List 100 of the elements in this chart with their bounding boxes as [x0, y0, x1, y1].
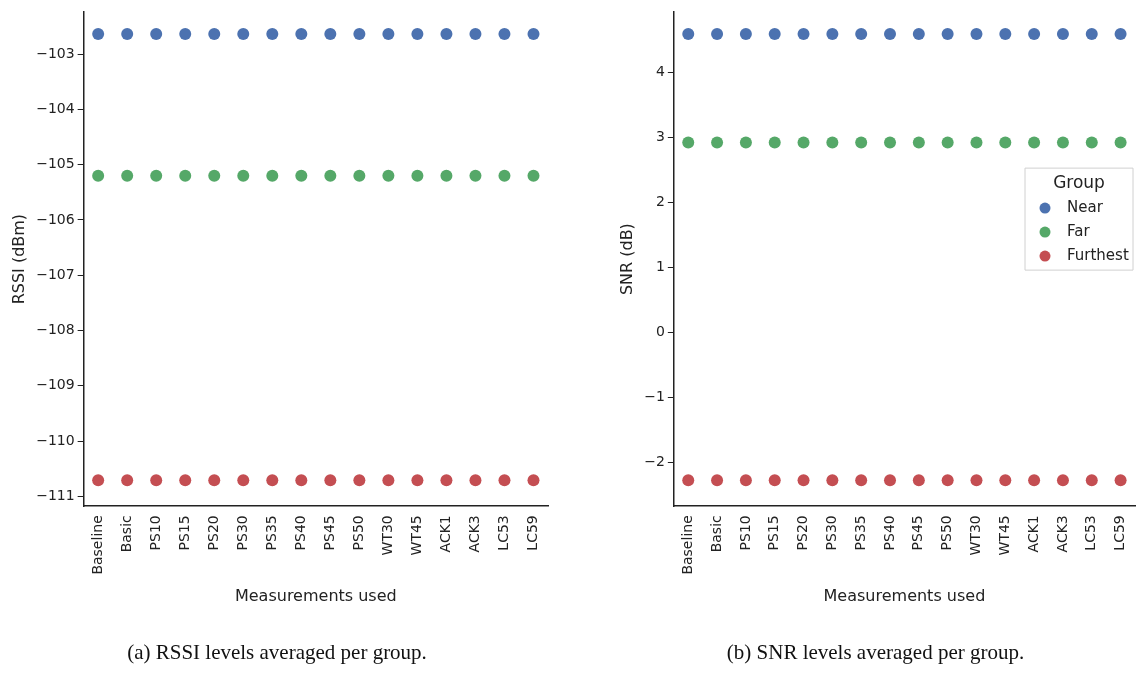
point [941, 136, 954, 149]
point [121, 474, 134, 487]
point [768, 474, 781, 487]
y-tick-label: −111 [36, 486, 75, 503]
y-axis-title: RSSI (dBm) [8, 213, 28, 305]
point [970, 136, 983, 149]
point [353, 474, 366, 487]
x-tick-label: Basic [707, 515, 724, 553]
legend-label: Near [1067, 198, 1104, 217]
point [382, 28, 395, 41]
point [121, 28, 134, 41]
point [469, 28, 482, 41]
point [208, 28, 221, 41]
point [855, 28, 868, 41]
point [739, 474, 752, 487]
y-tick-label: −110 [36, 431, 75, 448]
legend-label: Furthest [1067, 246, 1129, 265]
text: (a) RSSI levels averaged per group. [127, 639, 427, 664]
point [295, 28, 308, 41]
point [826, 136, 839, 149]
y-tick-label: 0 [655, 322, 665, 339]
x-tick-label: WT45 [995, 515, 1012, 556]
x-tick-label: PS20 [204, 515, 221, 551]
point [1056, 136, 1069, 149]
point [941, 474, 954, 487]
point [682, 136, 695, 149]
point [912, 136, 925, 149]
x-tick-label: PS35 [851, 515, 868, 551]
x-axis-title: Measurements used [823, 586, 986, 606]
point [179, 28, 192, 41]
point [1114, 136, 1127, 149]
legend-title: Group [1053, 171, 1105, 192]
point [884, 136, 897, 149]
point [739, 136, 752, 149]
point [768, 136, 781, 149]
point [682, 28, 695, 41]
point [1056, 28, 1069, 41]
y-tick-label: 3 [655, 127, 665, 144]
point [999, 136, 1012, 149]
y-tick-label: −2 [644, 452, 665, 469]
point [855, 474, 868, 487]
y-tick-label: −107 [36, 265, 75, 282]
point [92, 28, 105, 41]
point [912, 474, 925, 487]
point [527, 474, 540, 487]
point [179, 169, 192, 182]
y-tick-label: −1 [644, 387, 665, 404]
point [440, 28, 453, 41]
x-tick-label: LC59 [1111, 515, 1128, 551]
point [121, 169, 134, 182]
point [739, 28, 752, 41]
point [266, 28, 279, 41]
point [208, 474, 221, 487]
point [237, 28, 250, 41]
point [266, 474, 279, 487]
point [411, 28, 424, 41]
point [999, 474, 1012, 487]
text: (b) SNR levels averaged per group. [726, 639, 1025, 664]
point [527, 169, 540, 182]
point [1114, 28, 1127, 41]
x-tick-label: ACK3 [1053, 515, 1070, 553]
point [912, 28, 925, 41]
point [469, 169, 482, 182]
point [150, 474, 163, 487]
point [353, 28, 366, 41]
point [237, 169, 250, 182]
x-tick-label: PS50 [350, 515, 366, 551]
x-tick-label: PS45 [909, 515, 926, 551]
x-tick-label: Baseline [678, 515, 695, 575]
x-tick-label: ACK1 [437, 515, 454, 553]
point [353, 169, 366, 182]
point [797, 28, 810, 41]
x-tick-label: LC53 [495, 515, 512, 551]
point [469, 474, 482, 487]
point [1056, 474, 1069, 487]
x-tick-label: PS30 [233, 515, 250, 551]
x-tick-label: PS30 [823, 515, 839, 551]
x-tick-label: ACK3 [466, 515, 483, 553]
point [324, 474, 337, 487]
point [711, 474, 724, 487]
x-tick-label: LC59 [524, 515, 541, 551]
x-tick-label: WT30 [379, 515, 396, 556]
y-tick-label: −106 [36, 210, 75, 227]
point [826, 28, 839, 41]
x-tick-label: PS10 [146, 515, 163, 551]
y-axis-title: SNR (dB) [616, 223, 636, 296]
point [797, 136, 810, 149]
point [1085, 136, 1098, 149]
point [324, 28, 337, 41]
point [150, 28, 163, 41]
y-tick-label: −104 [36, 99, 75, 116]
point [970, 474, 983, 487]
point [411, 169, 424, 182]
point [179, 474, 192, 487]
point [295, 474, 308, 487]
point [682, 474, 695, 487]
y-tick-label: −109 [36, 376, 75, 393]
point [382, 474, 395, 487]
point [826, 474, 839, 487]
point [440, 474, 453, 487]
